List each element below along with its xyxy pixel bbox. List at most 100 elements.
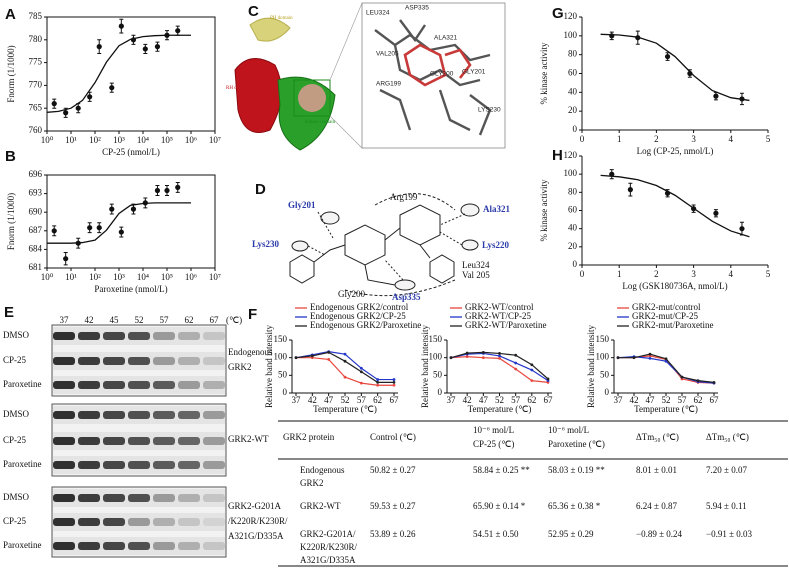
blot-band (103, 437, 125, 445)
data-point (392, 381, 396, 384)
axes (613, 340, 718, 394)
data-point (712, 381, 716, 384)
blot-band (103, 411, 125, 419)
blot-band (78, 437, 100, 445)
y-tick-label: 775 (29, 57, 43, 67)
temperature-label: 67 (210, 315, 220, 325)
y-tick-label: 100 (564, 30, 578, 40)
panel-letter: H (552, 147, 563, 164)
residue-label: ARG199 (376, 81, 401, 88)
table-header: Control (℃) (370, 432, 416, 442)
data-point (530, 379, 534, 383)
y-axis-label: Relative band intensity (586, 325, 596, 408)
data-point (130, 37, 137, 43)
data-point (530, 368, 534, 372)
x-tick-label: 10⁶ (185, 272, 197, 282)
data-point (664, 190, 671, 196)
blot-band (153, 437, 175, 445)
data-point (691, 206, 697, 212)
data-point (359, 366, 363, 370)
x-axis-label: Temperature (℃) (313, 404, 377, 414)
x-tick-label: 10⁷ (209, 272, 221, 282)
x-axis-label: Temperature (℃) (634, 404, 698, 414)
structure-panel: C PH domain RH domain Kinase domain LEU3… (226, 2, 506, 151)
blot-band (103, 332, 125, 340)
y-tick-label: 684 (29, 243, 43, 253)
panel-letter: G (552, 5, 564, 22)
legend-label: GRK2-mut/Paroxetine (632, 320, 714, 330)
x-tick-label: 52 (495, 395, 504, 405)
x-tick-label: 47 (646, 395, 656, 405)
temperature-label: 57 (160, 315, 170, 325)
x-axis-label: Log (GSK180736A, nmol/L) (622, 281, 727, 291)
data-point (51, 228, 57, 234)
x-tick-label: 2 (654, 134, 659, 144)
x-tick-label: 57 (678, 395, 688, 405)
temperature-label: 42 (85, 315, 94, 325)
data-point (465, 355, 469, 359)
data-point (514, 361, 518, 365)
y-axis-label: % kinase activity (539, 179, 549, 241)
table-cell: 5.94 ± 0.11 (706, 501, 747, 511)
table-cell: 6.24 ± 0.87 (636, 501, 677, 511)
table-cell: 58.84 ± 0.25 ** (473, 465, 530, 475)
table-header: 10⁻⁶ mol/L (473, 425, 514, 435)
data-point (392, 378, 396, 381)
series-line (450, 356, 549, 383)
blot-row-label: Paroxetine (3, 459, 42, 469)
blot-band (128, 437, 150, 445)
ligand-site (298, 84, 326, 112)
data-point (87, 225, 93, 231)
y-tick-label: 693 (29, 188, 43, 198)
x-tick-label: 1 (617, 134, 622, 144)
data-point (75, 240, 81, 246)
blot-band (178, 461, 200, 469)
residue-label: LEU324 (366, 10, 390, 17)
blot-band (153, 494, 175, 502)
zoom-line (329, 115, 363, 149)
x-tick-label: 57 (511, 395, 521, 405)
data-point (130, 206, 137, 212)
blot-row-label: CP-25 (3, 435, 27, 445)
y-tick-label: 20 (568, 105, 578, 115)
y-tick-label: 150 (274, 334, 288, 344)
data-point (449, 356, 453, 360)
data-point (713, 210, 719, 216)
blot-group-label: GRK2-G201A (228, 501, 281, 511)
domain-label: Kinase domain (305, 120, 336, 125)
panel-letter: F (248, 306, 257, 323)
blot-band (178, 518, 200, 526)
blot-band (78, 411, 100, 419)
y-tick-label: 150 (429, 334, 443, 344)
y-tick-label: 765 (29, 102, 43, 112)
x-tick-label: 10² (89, 272, 101, 282)
table-header: Paroxetine (℃) (548, 439, 605, 449)
y-tick-label: 687 (29, 225, 43, 235)
blot-band (53, 411, 75, 419)
data-point (343, 352, 347, 356)
data-point (109, 85, 115, 91)
data-point (739, 96, 745, 102)
residue-label: LYS230 (478, 107, 501, 114)
blot-band (53, 437, 75, 445)
x-tick-label: 67 (710, 395, 720, 405)
data-point (481, 350, 485, 354)
table-cell: 8.01 ± 0.01 (636, 465, 677, 475)
table-cell: 54.51 ± 0.50 (473, 529, 519, 539)
x-axis-label: Temperature (℃) (468, 404, 532, 414)
y-tick-label: 50 (278, 369, 288, 379)
blot-row-label: Paroxetine (3, 379, 42, 389)
fit-curve (46, 34, 191, 113)
domain-label: PH domain (270, 16, 293, 21)
y-tick-label: 785 (29, 11, 43, 21)
blot-band (203, 332, 225, 340)
blot-band (103, 542, 125, 550)
table-cell: A321G/D335A (300, 555, 356, 565)
blot-band (103, 518, 125, 526)
y-tick-label: 60 (568, 68, 578, 78)
table-header: ΔTm₅₀ (℃) (636, 432, 679, 442)
data-point (687, 70, 693, 77)
data-point (713, 93, 719, 99)
data-point (739, 226, 745, 232)
